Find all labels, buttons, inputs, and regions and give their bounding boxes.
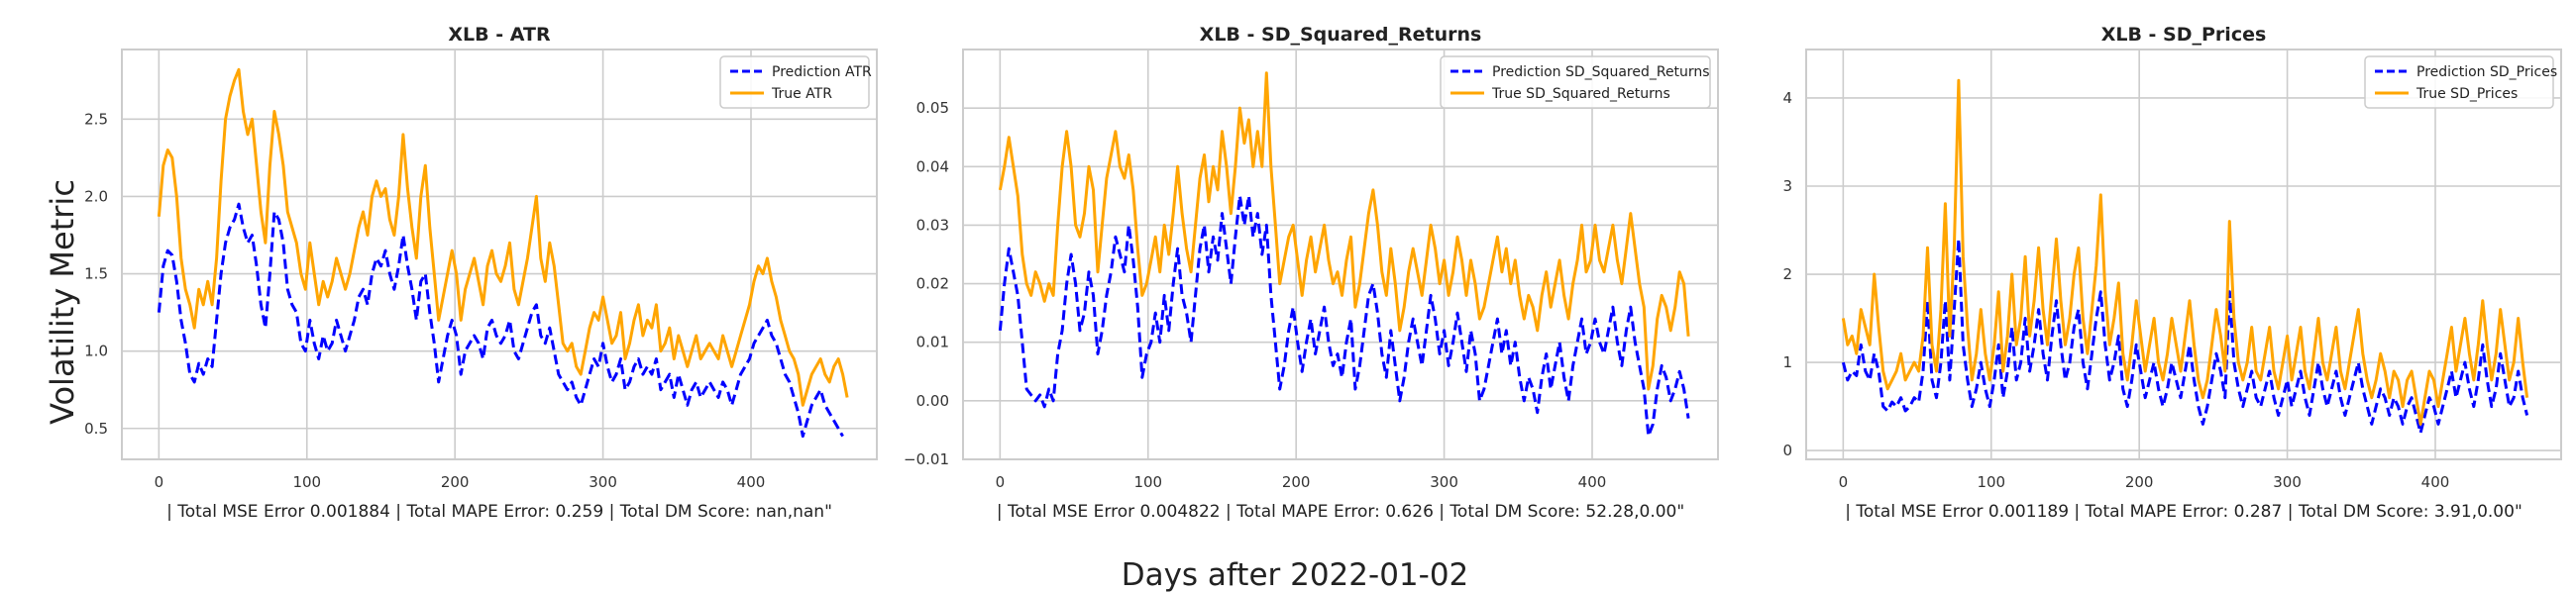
y-tick-label: 0.01 [916, 334, 949, 351]
y-tick-label: 1.0 [84, 343, 108, 360]
x-tick-label: 200 [2125, 473, 2154, 491]
x-tick-label: 400 [2421, 473, 2450, 491]
chart-panel-3: 0 100 200 300 400 0 1 2 3 4 XLB - SD_Prices | Total… [1782, 24, 2562, 522]
y-tick-label: 3 [1782, 177, 1792, 195]
plot-area [963, 50, 1718, 459]
x-tick-label: 300 [589, 473, 617, 491]
legend-entry-label: True SD_Squared_Returns [1491, 86, 1670, 102]
figure-x-axis-label: Days after 2022-01-02 [1122, 557, 1469, 593]
chart-title: XLB - SD_Prices [2101, 24, 2267, 46]
prediction-series-line [998, 194, 1690, 438]
plot-area [122, 50, 877, 459]
x-tick-label: 200 [441, 473, 470, 491]
legend: Prediction ATR True ATR [719, 55, 872, 109]
x-tick-label: 100 [292, 473, 321, 491]
y-tick-label: 2.5 [84, 110, 108, 128]
x-tick-label: 200 [1282, 473, 1311, 491]
y-tick-label: 2.0 [84, 187, 108, 205]
x-tick-label: 400 [1578, 473, 1607, 491]
true-series-line [1841, 78, 2529, 426]
y-tick-label: 2 [1782, 265, 1792, 283]
plot-frame [1805, 49, 2562, 460]
chart-title: XLB - ATR [448, 24, 551, 46]
legend-box [1440, 55, 1711, 109]
x-tick-label: 100 [1977, 473, 2005, 491]
legend-entry-label: Prediction SD_Prices [2416, 64, 2557, 80]
y-tick-label: 0.04 [916, 157, 949, 175]
legend-entry-label: True ATR [771, 86, 832, 102]
chart-panel-2: 0 100 200 300 400 −0.01 0.00 0.01 0.02 0.03 0.04 0.… [904, 24, 1719, 522]
prediction-series-line [1841, 237, 2529, 435]
plot-frame [121, 49, 878, 460]
x-tick-label: 0 [1839, 473, 1849, 491]
figure-y-axis-label: Volatility Metric [44, 179, 81, 425]
y-tick-label: 0 [1782, 442, 1792, 459]
chart-caption: | Total MSE Error 0.004822 | Total MAPE … [997, 502, 1684, 522]
x-tick-label: 100 [1133, 473, 1162, 491]
x-tick-label: 0 [155, 473, 164, 491]
x-tick-label: 400 [737, 473, 766, 491]
true-series-line [998, 71, 1690, 391]
chart-caption: | Total MSE Error 0.001189 | Total MAPE … [1845, 502, 2522, 522]
legend-entry-label: Prediction ATR [772, 64, 872, 80]
y-tick-label: 1.5 [84, 265, 108, 283]
legend-box [2364, 55, 2554, 109]
chart-panel-1: 0 100 200 300 400 0.5 1.0 1.5 2.0 2.5 XLB - ATR | T… [84, 24, 878, 522]
plot-frame [962, 49, 1719, 460]
y-tick-label: 0.03 [916, 216, 949, 234]
y-tick-label: 4 [1782, 89, 1792, 107]
legend-box [719, 55, 870, 109]
y-tick-label: 0.02 [916, 275, 949, 293]
x-tick-label: 300 [2273, 473, 2302, 491]
legend: Prediction SD_Prices True SD_Prices [2364, 55, 2557, 109]
y-tick-label: 0.00 [916, 392, 949, 410]
legend-entry-label: True SD_Prices [2415, 86, 2518, 102]
prediction-series-line [157, 202, 844, 439]
x-tick-label: 0 [996, 473, 1006, 491]
y-tick-label: 1 [1782, 353, 1792, 371]
true-series-line [157, 67, 849, 407]
y-tick-label: 0.5 [84, 420, 108, 438]
legend: Prediction SD_Squared_Returns True SD_Squ… [1440, 55, 1711, 109]
chart-title: XLB - SD_Squared_Returns [1200, 24, 1482, 46]
y-tick-label: −0.01 [904, 450, 949, 468]
legend-entry-label: Prediction SD_Squared_Returns [1492, 64, 1710, 80]
y-tick-label: 0.05 [916, 99, 949, 117]
chart-caption: | Total MSE Error 0.001884 | Total MAPE … [166, 502, 832, 522]
x-tick-label: 300 [1430, 473, 1458, 491]
